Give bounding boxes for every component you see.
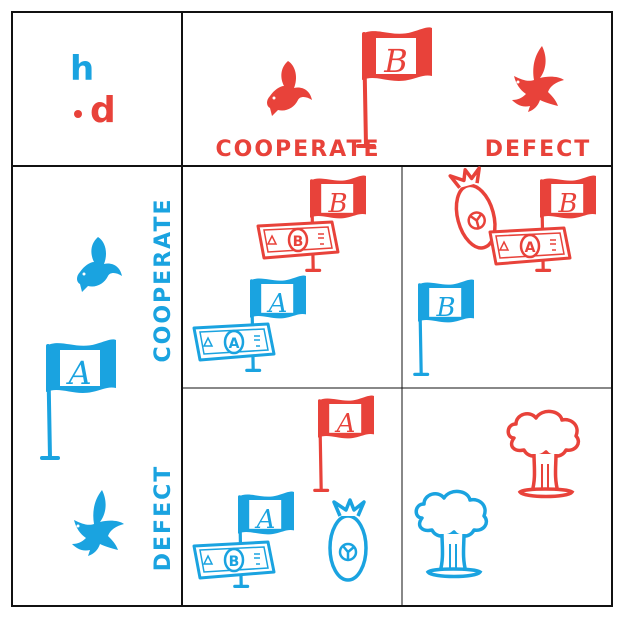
- flag-letter: A: [255, 505, 276, 535]
- row-label-cooperate: COOPERATE: [151, 198, 176, 363]
- flag-icon: A: [245, 273, 308, 372]
- cell-defect-cooperate: A A B: [192, 393, 376, 589]
- hawk-icon: [512, 46, 564, 112]
- column-label-defect: DEFECT: [485, 137, 592, 162]
- banknote-icon: B: [192, 540, 276, 580]
- matrix-grid: [11, 11, 613, 607]
- flag-icon: B: [305, 173, 368, 272]
- banknote-icon: A: [192, 322, 276, 362]
- banknote-letter: A: [229, 336, 240, 352]
- cell-defect-defect: [414, 409, 581, 579]
- cell-cooperate-defect: B A B: [413, 163, 598, 376]
- logo-dot: [74, 110, 82, 118]
- flag-letter: B: [383, 42, 408, 80]
- flag-letter: B: [435, 293, 455, 323]
- flag-icon: B: [413, 277, 476, 376]
- row-label-defect: DEFECT: [151, 465, 176, 572]
- flag-letter: A: [65, 354, 91, 392]
- banknote-letter: A: [525, 240, 536, 256]
- banknote-letter: B: [229, 554, 240, 570]
- flag-letter: A: [267, 289, 288, 319]
- outer-border: [11, 11, 613, 607]
- dove-icon: [267, 61, 312, 116]
- column-label-cooperate: COOPERATE: [216, 137, 381, 162]
- flag-icon: A: [40, 337, 118, 460]
- banknote-icon: A: [488, 226, 572, 266]
- bomb-icon: [328, 498, 368, 582]
- mushroom-cloud-icon: [506, 409, 581, 499]
- banknote-letter: B: [293, 234, 304, 250]
- flag-icon: B: [356, 25, 434, 149]
- mushroom-cloud-icon: [414, 489, 489, 579]
- flag-letter: B: [557, 189, 577, 219]
- banknote-icon: B: [256, 220, 340, 260]
- dove-icon: [77, 237, 122, 292]
- cell-cooperate-cooperate: B B A A: [192, 173, 368, 372]
- flag-letter: A: [335, 409, 356, 439]
- flag-icon: A: [313, 393, 376, 492]
- logo-letter-h: h: [70, 49, 94, 89]
- logo: h d: [70, 49, 116, 131]
- flag-icon: A: [233, 489, 296, 589]
- row-header: A COOPERATE DEFECT: [40, 198, 176, 572]
- column-header: B COOPERATE DEFECT: [216, 25, 592, 162]
- flag-icon: B: [535, 173, 598, 272]
- logo-letter-d: d: [90, 90, 116, 131]
- hawk-icon: [72, 490, 124, 556]
- flag-letter: B: [327, 189, 347, 219]
